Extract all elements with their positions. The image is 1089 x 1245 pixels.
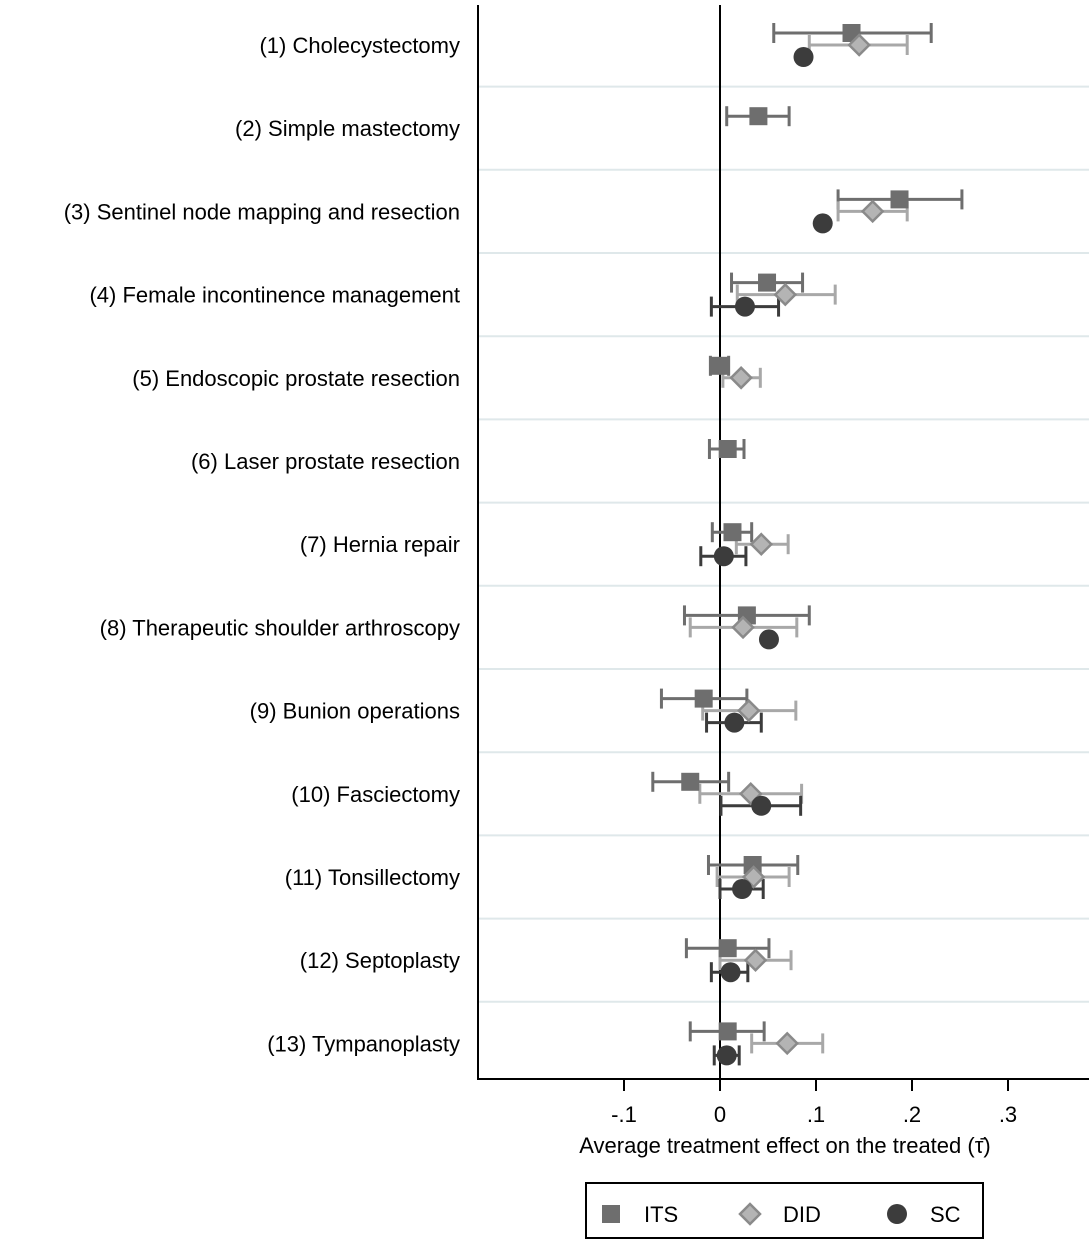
legend-its-label: ITS bbox=[644, 1202, 678, 1227]
its-point bbox=[890, 190, 909, 209]
category-label: (4) Female incontinence management bbox=[89, 283, 460, 308]
x-tick-label: 0 bbox=[714, 1102, 726, 1127]
sc-point bbox=[732, 879, 753, 899]
its-point bbox=[681, 772, 700, 791]
its-point bbox=[718, 939, 737, 958]
did-point bbox=[729, 366, 753, 390]
category-label: (11) Tonsillectomy bbox=[285, 865, 460, 890]
its-point bbox=[711, 356, 729, 375]
its-point bbox=[718, 440, 737, 458]
category-label: (6) Laser prostate resection bbox=[191, 449, 460, 474]
category-labels: (1) Cholecystectomy (2) Simple mastectomy… bbox=[64, 33, 460, 1056]
sc-point bbox=[724, 712, 745, 733]
legend-did-marker bbox=[738, 1202, 762, 1226]
did-point bbox=[773, 282, 798, 307]
row-gridlines bbox=[479, 85, 1089, 1003]
plot-marks bbox=[651, 23, 964, 1066]
did-point bbox=[860, 199, 885, 224]
did-point bbox=[749, 532, 774, 556]
its-point bbox=[723, 523, 742, 542]
category-label: (12) Septoplasty bbox=[300, 948, 460, 973]
legend-sc-label: SC bbox=[930, 1202, 961, 1227]
sc-point bbox=[713, 546, 734, 567]
sc-point bbox=[734, 296, 755, 317]
sc-point bbox=[720, 962, 741, 983]
category-label: (8) Therapeutic shoulder arthroscopy bbox=[100, 615, 460, 640]
category-label: (3) Sentinel node mapping and resection bbox=[64, 199, 460, 224]
category-label: (9) Bunion operations bbox=[250, 699, 460, 724]
legend-sc-marker bbox=[887, 1204, 907, 1224]
sc-point bbox=[758, 629, 779, 650]
did-point bbox=[847, 33, 871, 57]
legend-box bbox=[585, 1182, 984, 1239]
x-axis-ticks: -.1 0 .1 .2 .3 bbox=[611, 1079, 1017, 1127]
its-point bbox=[758, 273, 777, 292]
category-label: (1) Cholecystectomy bbox=[259, 33, 460, 58]
did-point bbox=[731, 615, 755, 640]
did-point bbox=[775, 1031, 799, 1056]
category-label: (5) Endoscopic prostate resection bbox=[132, 366, 460, 391]
sc-point bbox=[751, 795, 772, 816]
category-label: (7) Hernia repair bbox=[300, 532, 460, 557]
legend: ITS DID SC bbox=[585, 1182, 984, 1239]
did-point bbox=[743, 948, 768, 972]
x-tick-label: .3 bbox=[999, 1102, 1017, 1127]
its-point bbox=[749, 107, 768, 126]
category-label: (10) Fasciectomy bbox=[291, 782, 460, 807]
legend-its-marker bbox=[602, 1205, 620, 1223]
sc-point bbox=[716, 1045, 737, 1066]
its-point bbox=[718, 1022, 737, 1041]
legend-did-label: DID bbox=[783, 1202, 821, 1227]
did-point bbox=[737, 698, 761, 723]
x-tick-label: -.1 bbox=[611, 1102, 637, 1127]
sc-point bbox=[793, 47, 814, 67]
x-axis-label: Average treatment effect on the treated … bbox=[579, 1133, 990, 1158]
category-label: (13) Tympanoplasty bbox=[267, 1031, 460, 1056]
category-label: (2) Simple mastectomy bbox=[235, 116, 460, 141]
x-tick-label: .2 bbox=[903, 1102, 921, 1127]
x-tick-label: .1 bbox=[807, 1102, 825, 1127]
sc-point bbox=[812, 213, 833, 234]
its-point bbox=[694, 689, 713, 708]
